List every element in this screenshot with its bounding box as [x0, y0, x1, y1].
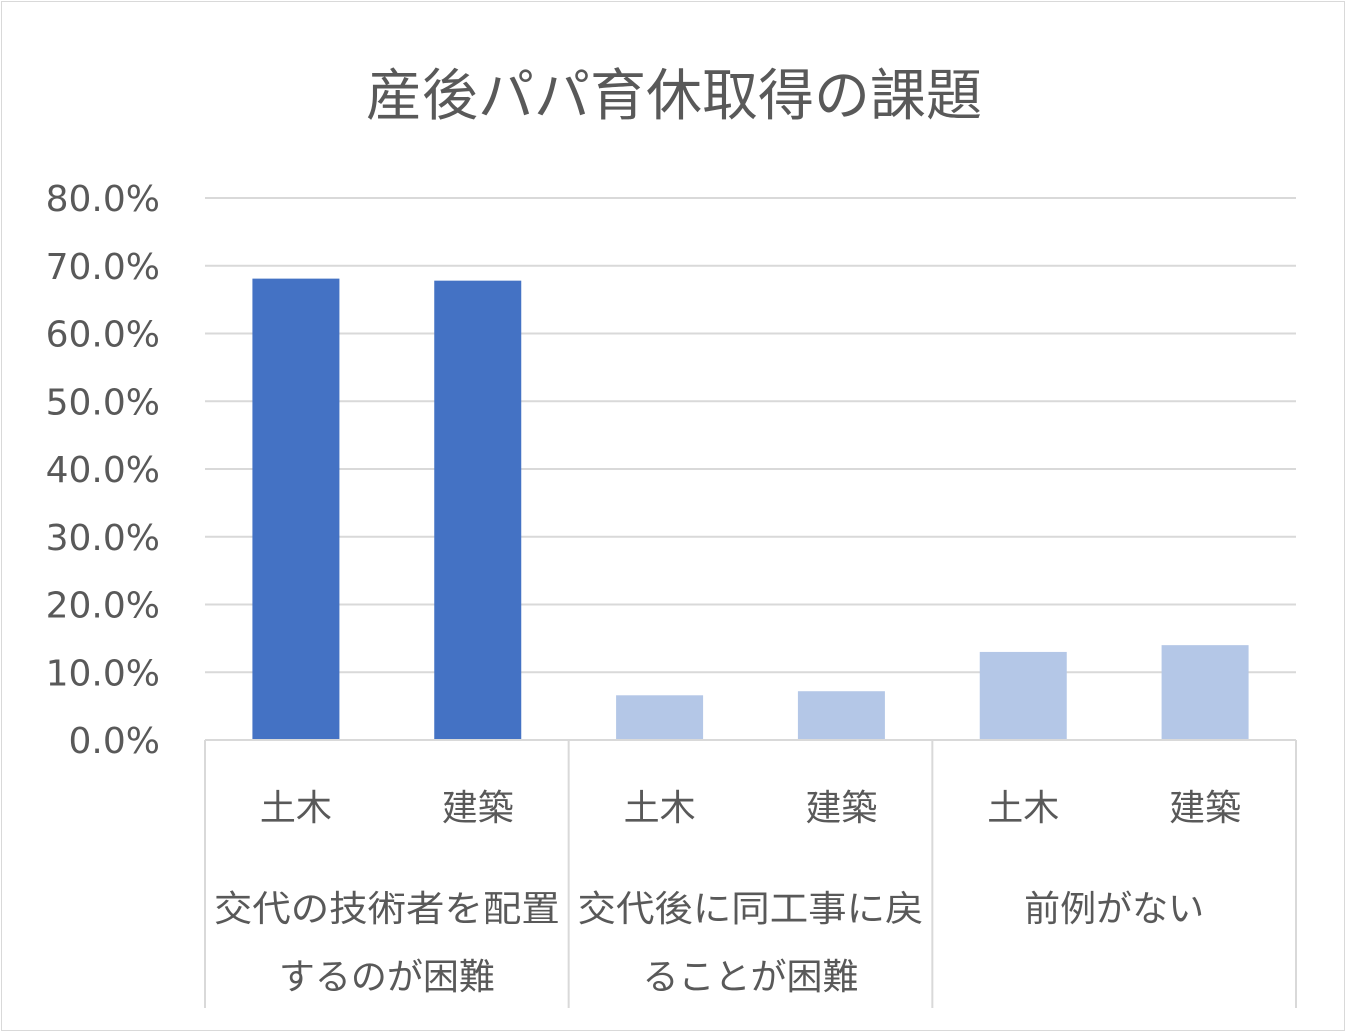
category-label: 建築	[805, 788, 877, 829]
category-label: 土木	[624, 788, 696, 829]
y-tick-label: 0.0%	[69, 721, 160, 762]
y-tick-label: 30.0%	[46, 518, 160, 559]
group-label: するのが困難	[279, 957, 495, 998]
chart-title: 産後パパ育休取得の課題	[366, 64, 982, 129]
bar	[252, 278, 340, 740]
group-label: 前例がない	[1024, 889, 1204, 930]
y-tick-label: 50.0%	[46, 382, 160, 423]
y-tick-label: 60.0%	[46, 315, 160, 356]
y-tick-label: 20.0%	[46, 586, 160, 627]
category-label: 土木	[260, 788, 332, 829]
category-label: 土木	[987, 788, 1059, 829]
y-tick-label: 70.0%	[46, 247, 160, 288]
bar	[434, 280, 522, 740]
bar	[797, 691, 885, 740]
group-label: ることが困難	[642, 957, 858, 998]
category-label: 建築	[442, 788, 514, 829]
category-label: 建築	[1169, 788, 1241, 829]
group-label: 交代後に同工事に戻	[578, 889, 924, 930]
y-tick-label: 80.0%	[46, 179, 160, 220]
y-axis-ticks: 0.0% 10.0% 20.0% 30.0% 40.0% 50.0% 60.0% 70.0% 8…	[46, 179, 160, 762]
y-tick-label: 40.0%	[46, 450, 160, 491]
bar	[979, 651, 1067, 740]
bar	[1161, 645, 1249, 740]
group-label: 交代の技術者を配置	[214, 889, 560, 930]
bars	[252, 278, 1249, 740]
y-tick-label: 10.0%	[46, 653, 160, 694]
gridlines	[205, 197, 1296, 674]
bar	[616, 695, 704, 740]
